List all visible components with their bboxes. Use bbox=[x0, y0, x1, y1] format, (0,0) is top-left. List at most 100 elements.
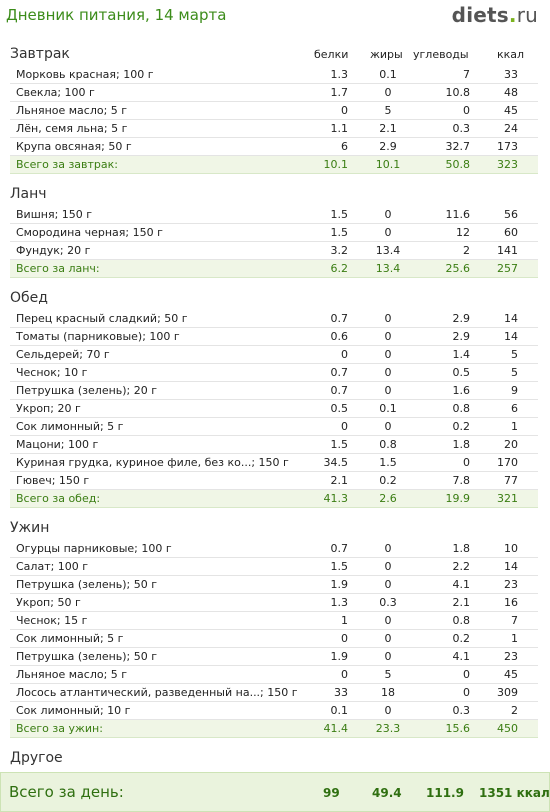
fat-value: 5 bbox=[384, 668, 392, 681]
section-title: Ланч bbox=[10, 186, 47, 202]
food-row: Сельдерей; 70 г 0 0 1.4 5 bbox=[10, 346, 538, 364]
fat-value: 0.1 bbox=[379, 68, 397, 81]
carbs-value: 1.6 bbox=[452, 384, 471, 397]
food-row: Чеснок; 10 г 0.7 0 0.5 5 bbox=[10, 364, 538, 382]
fat-value: 0 bbox=[384, 614, 392, 627]
carbs-value: 4.1 bbox=[452, 578, 471, 591]
food-row: Лосось атлантический, разведенный на...;… bbox=[10, 684, 538, 702]
fat-value: 0 bbox=[384, 560, 392, 573]
fat-value: 0 bbox=[384, 632, 392, 645]
fat-value: 0 bbox=[384, 86, 392, 99]
food-row: Укроп; 20 г 0.5 0.1 0.8 6 bbox=[10, 400, 538, 418]
food-name: Лосось атлантический, разведенный на...;… bbox=[16, 686, 298, 699]
kcal-value: 56 bbox=[504, 208, 518, 221]
food-name: Свекла; 100 г bbox=[16, 86, 95, 99]
fat-value: 0 bbox=[384, 348, 392, 361]
food-row: Укроп; 50 г 1.3 0.3 2.1 16 bbox=[10, 594, 538, 612]
kcal-value: 9 bbox=[511, 384, 518, 397]
section-total-row: Всего за обед: 41.3 2.6 19.9 321 bbox=[10, 490, 538, 508]
kcal-value: 1 bbox=[511, 420, 518, 433]
food-row: Петрушка (зелень); 20 г 0.7 0 1.6 9 bbox=[10, 382, 538, 400]
carbs-value: 50.8 bbox=[445, 158, 471, 171]
protein-value: 0.5 bbox=[330, 402, 349, 415]
day-total-protein: 99 bbox=[323, 786, 340, 800]
food-name: Сок лимонный; 5 г bbox=[16, 632, 124, 645]
section-total-row: Всего за ужин: 41.4 23.3 15.6 450 bbox=[10, 720, 538, 738]
diets-logo[interactable]: diets.ru bbox=[451, 3, 538, 27]
carbs-value: 1.8 bbox=[452, 438, 471, 451]
fat-value: 0.1 bbox=[379, 402, 397, 415]
kcal-value: 5 bbox=[511, 366, 518, 379]
food-name: Сельдерей; 70 г bbox=[16, 348, 110, 361]
food-row: Льняное масло; 5 г 0 5 0 45 bbox=[10, 102, 538, 120]
fat-value: 2.6 bbox=[379, 492, 397, 505]
kcal-value: 16 bbox=[504, 596, 518, 609]
food-row: Сок лимонный; 5 г 0 0 0.2 1 bbox=[10, 418, 538, 436]
food-name: Чеснок; 15 г bbox=[16, 614, 88, 627]
carbs-value: 11.6 bbox=[445, 208, 471, 221]
section-total-row: Всего за ланч: 6.2 13.4 25.6 257 bbox=[10, 260, 538, 278]
food-row: Лён, семя льна; 5 г 1.1 2.1 0.3 24 bbox=[10, 120, 538, 138]
kcal-value: 45 bbox=[504, 668, 518, 681]
kcal-value: 77 bbox=[504, 474, 518, 487]
protein-value: 10.1 bbox=[323, 158, 349, 171]
kcal-value: 5 bbox=[511, 348, 518, 361]
food-row: Фундук; 20 г 3.2 13.4 2 141 bbox=[10, 242, 538, 260]
carbs-value: 10.8 bbox=[445, 86, 471, 99]
page-header: Дневник питания, 14 марта diets.ru bbox=[0, 0, 550, 34]
food-row: Сок лимонный; 5 г 0 0 0.2 1 bbox=[10, 630, 538, 648]
carbs-value: 2.9 bbox=[452, 312, 471, 325]
food-name: Сок лимонный; 5 г bbox=[16, 420, 124, 433]
protein-value: 1 bbox=[341, 614, 348, 627]
day-total-kcal: 1351 ккал bbox=[479, 786, 550, 800]
protein-value: 1.5 bbox=[330, 226, 349, 239]
food-name: Петрушка (зелень); 50 г bbox=[16, 650, 158, 663]
carbs-value: 0.5 bbox=[452, 366, 471, 379]
kcal-value: 24 bbox=[504, 122, 518, 135]
protein-value: 34.5 bbox=[323, 456, 349, 469]
protein-column-header: белки bbox=[314, 48, 349, 61]
food-name: Мацони; 100 г bbox=[16, 438, 99, 451]
kcal-value: 141 bbox=[497, 244, 518, 257]
carbs-value: 2.1 bbox=[452, 596, 471, 609]
food-row: Салат; 100 г 1.5 0 2.2 14 bbox=[10, 558, 538, 576]
protein-value: 1.5 bbox=[330, 560, 349, 573]
column-headers: белки жиры углеводы ккал bbox=[0, 48, 550, 64]
protein-value: 0 bbox=[341, 668, 348, 681]
food-name: Льняное масло; 5 г bbox=[16, 104, 128, 117]
fat-value: 13.4 bbox=[375, 244, 401, 257]
carbs-value: 0.8 bbox=[452, 614, 471, 627]
fat-value: 0.3 bbox=[379, 596, 397, 609]
fat-value: 0 bbox=[384, 366, 392, 379]
food-name: Льняное масло; 5 г bbox=[16, 668, 128, 681]
food-row: Крупа овсяная; 50 г 6 2.9 32.7 173 bbox=[10, 138, 538, 156]
kcal-value: 14 bbox=[504, 330, 518, 343]
fat-value: 0 bbox=[384, 226, 392, 239]
fat-column-header: жиры bbox=[370, 48, 403, 61]
kcal-value: 14 bbox=[504, 560, 518, 573]
fat-value: 2.1 bbox=[379, 122, 397, 135]
kcal-value: 48 bbox=[504, 86, 518, 99]
carbs-value: 2 bbox=[463, 244, 470, 257]
day-total-carbs: 111.9 bbox=[426, 786, 464, 800]
carbs-value: 0 bbox=[463, 104, 470, 117]
protein-value: 1.5 bbox=[330, 208, 349, 221]
protein-value: 0.7 bbox=[330, 312, 349, 325]
carbs-value: 2.2 bbox=[452, 560, 471, 573]
carbs-value: 1.4 bbox=[452, 348, 471, 361]
protein-value: 0 bbox=[341, 632, 348, 645]
kcal-column-header: ккал bbox=[497, 48, 525, 61]
fat-value: 0 bbox=[384, 384, 392, 397]
protein-value: 0.1 bbox=[330, 704, 349, 717]
day-total-fat: 49.4 bbox=[372, 786, 402, 800]
day-total-bar: Всего за день: 99 49.4 111.9 1351 ккал bbox=[0, 772, 550, 812]
kcal-value: 33 bbox=[504, 68, 518, 81]
food-row: Мацони; 100 г 1.5 0.8 1.8 20 bbox=[10, 436, 538, 454]
food-row: Огурцы парниковые; 100 г 0.7 0 1.8 10 bbox=[10, 540, 538, 558]
section-title: Другое bbox=[10, 750, 63, 766]
kcal-value: 1 bbox=[511, 632, 518, 645]
fat-value: 0 bbox=[384, 704, 392, 717]
food-name: Перец красный сладкий; 50 г bbox=[16, 312, 188, 325]
protein-value: 1.3 bbox=[330, 68, 349, 81]
kcal-value: 321 bbox=[497, 492, 518, 505]
